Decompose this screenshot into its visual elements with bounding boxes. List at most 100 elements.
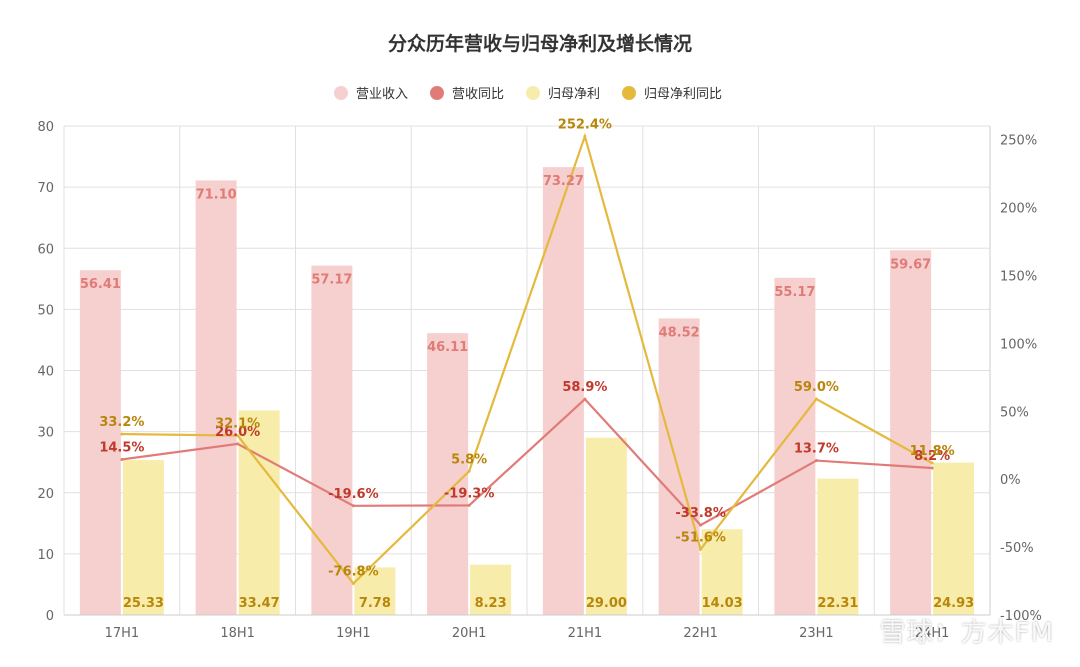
line-data-label: -19.6% [328, 487, 379, 502]
line-data-label: 14.5% [99, 440, 144, 455]
y-tick-label: 10 [37, 548, 54, 563]
legend-marker [430, 86, 444, 100]
y2-tick-label: 150% [1000, 269, 1037, 284]
line-point [351, 504, 355, 508]
line-data-label: 8.2% [914, 449, 950, 464]
bar [79, 270, 121, 615]
line-point [814, 459, 818, 463]
bar [933, 462, 975, 615]
bar [470, 564, 512, 615]
bar-data-label: 56.41 [80, 277, 121, 292]
bar [658, 318, 700, 615]
legend-marker [526, 86, 540, 100]
legend-label: 归母净利 [548, 87, 600, 102]
bar-data-label: 22.31 [817, 596, 858, 611]
bar-data-label: 14.03 [702, 596, 743, 611]
line-data-label: 5.8% [451, 452, 487, 467]
line-data-label: 13.7% [794, 442, 839, 457]
line-point [120, 432, 124, 436]
bar [542, 167, 584, 615]
bar-data-label: 33.47 [239, 596, 280, 611]
bar [238, 410, 280, 615]
line-point [930, 461, 934, 465]
x-tick-label: 19H1 [336, 626, 371, 641]
bar [122, 460, 164, 615]
y2-tick-label: -100% [1000, 609, 1042, 624]
y2-tick-label: 0% [1000, 473, 1021, 488]
line-point [236, 434, 240, 438]
x-tick-label: 22H1 [683, 626, 718, 641]
bar [890, 250, 932, 615]
bar [311, 265, 353, 615]
y-tick-label: 0 [46, 609, 54, 624]
bar-data-label: 55.17 [774, 285, 815, 300]
series-line [121, 397, 933, 527]
y2-tick-label: 100% [1000, 337, 1037, 352]
bar-data-label: 73.27 [543, 174, 584, 189]
legend-label: 营收同比 [452, 87, 504, 102]
bar-data-label: 59.67 [890, 257, 931, 272]
bar [195, 180, 237, 615]
y-tick-label: 20 [37, 487, 54, 502]
y2-tick-label: 50% [1000, 405, 1029, 420]
line-point [351, 581, 355, 585]
line-data-label: 252.4% [558, 117, 612, 132]
y-tick-label: 50 [37, 303, 54, 318]
line-data-label: -51.6% [675, 530, 726, 545]
bar-data-label: 7.78 [359, 596, 391, 611]
line-data-label: 58.9% [562, 380, 607, 395]
line-data-label: 59.0% [794, 380, 839, 395]
bar-data-label: 48.52 [659, 325, 700, 340]
legend-marker [622, 86, 636, 100]
bar-data-label: 25.33 [123, 596, 164, 611]
line-point [930, 466, 934, 470]
y-tick-label: 70 [37, 181, 54, 196]
legend-marker [334, 86, 348, 100]
lines [120, 132, 934, 586]
bar-data-label: 24.93 [933, 596, 974, 611]
y2-tick-label: 200% [1000, 202, 1037, 217]
legend: 营业收入 营收同比 归母净利 归母净利同比 [334, 86, 722, 102]
line-point [699, 547, 703, 551]
x-tick-label: 21H1 [568, 626, 603, 641]
line-data-label: -19.3% [444, 486, 495, 501]
axes: 0 10 20 30 40 50 60 70 80 -100% -50% 0% 50% 100% 150% 2… [37, 120, 1041, 641]
bar-data-label: 57.17 [311, 273, 352, 288]
bar-data-label: 71.10 [196, 187, 237, 202]
line-data-label: 32.1% [215, 417, 260, 432]
y2-tick-label: -50% [1000, 541, 1034, 556]
x-tick-label: 23H1 [799, 626, 834, 641]
line-data-label: 26.0% [215, 425, 260, 440]
y-tick-label: 80 [37, 120, 54, 135]
y2-tick-label: 250% [1000, 134, 1037, 149]
x-tick-label: 17H1 [105, 626, 140, 641]
series-line [121, 132, 933, 586]
data-labels: 56.41 71.10 57.17 46.11 73.27 48.52 55.17 59.67… [80, 117, 974, 611]
line-point [467, 503, 471, 507]
line-data-label: 11.8% [910, 444, 955, 459]
line-data-label: -33.8% [675, 506, 726, 521]
line-point [236, 442, 240, 446]
legend-label: 营业收入 [356, 87, 408, 102]
line-point [699, 523, 703, 527]
line-data-label: 33.2% [99, 415, 144, 430]
x-tick-label: 18H1 [220, 626, 255, 641]
line-point [814, 397, 818, 401]
watermark: 雪球：方木FM [879, 618, 1054, 648]
line-point [583, 397, 587, 401]
y-tick-label: 30 [37, 426, 54, 441]
bar [701, 529, 743, 615]
chart-title: 分众历年营收与归母净利及增长情况 [388, 32, 692, 55]
bar-data-label: 29.00 [586, 596, 627, 611]
line-point [467, 469, 471, 473]
bar [585, 437, 627, 615]
x-tick-label: 20H1 [452, 626, 487, 641]
y-tick-label: 60 [37, 242, 54, 257]
line-data-label: -76.8% [328, 564, 379, 579]
x-tick-label: 24H1 [915, 626, 950, 641]
bar [427, 333, 469, 615]
line-point [120, 457, 124, 461]
bar-data-label: 46.11 [427, 340, 468, 355]
line-point [583, 134, 587, 138]
